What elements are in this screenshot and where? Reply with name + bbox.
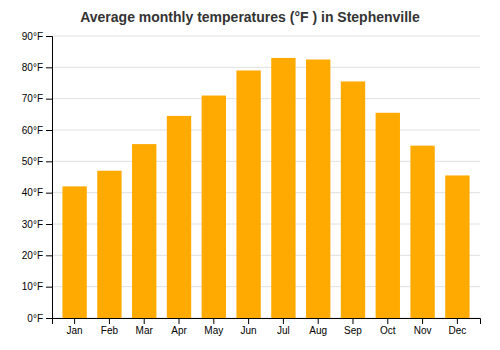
plot: 0°F 10°F 20°F 30°F 40°F 50°F 60°F 70°F 80°F 90°F J…	[22, 31, 481, 336]
tick-label: Apr	[171, 325, 187, 336]
y-tick: 0°F	[27, 313, 52, 324]
x-tick: Dec	[448, 318, 466, 336]
bar	[410, 146, 434, 318]
tick-label: 10°F	[22, 281, 43, 292]
bar	[306, 60, 330, 319]
tick-label: Oct	[380, 325, 396, 336]
tick-mark	[46, 99, 52, 100]
grid-line	[52, 98, 480, 99]
tick-mark	[144, 318, 145, 324]
tick-label: 70°F	[22, 93, 43, 104]
tick-label: Feb	[101, 325, 119, 336]
tick-label: Aug	[309, 325, 327, 336]
tick-label: 60°F	[22, 125, 43, 136]
tick-mark	[179, 318, 180, 324]
grid-line	[52, 130, 480, 131]
x-tick: Apr	[171, 318, 187, 336]
tick-mark	[46, 255, 52, 256]
y-tick: 10°F	[22, 281, 52, 292]
chart: 0°F 10°F 20°F 30°F 40°F 50°F 60°F 70°F 80°F 90°F J…	[0, 0, 500, 350]
tick-mark	[46, 36, 52, 37]
tick-mark	[46, 130, 52, 131]
tick-mark	[46, 287, 52, 288]
title: Average monthly temperatures (°F ) in St…	[80, 9, 420, 25]
x-tick: Sep	[344, 318, 362, 336]
grid-line	[52, 67, 480, 68]
x-tick: Jul	[277, 318, 290, 336]
x-tick: Jun	[241, 318, 257, 336]
bar	[132, 144, 156, 318]
x-tick: Mar	[136, 318, 154, 336]
bar	[445, 175, 469, 318]
x-tick: Aug	[309, 318, 327, 336]
tick-label: Mar	[136, 325, 154, 336]
tick-mark	[422, 318, 423, 324]
axis-line	[53, 319, 481, 325]
tick-mark	[46, 67, 52, 68]
tick-label: Jun	[241, 325, 257, 336]
x-tick: Nov	[414, 318, 432, 336]
bar	[376, 113, 400, 318]
tick-label: 20°F	[22, 250, 43, 261]
tick-label: 80°F	[22, 62, 43, 73]
tick-label: 40°F	[22, 187, 43, 198]
axis-line	[46, 37, 53, 319]
x-tick: Feb	[101, 318, 119, 336]
bars	[62, 58, 469, 318]
tick-mark	[109, 318, 110, 324]
tick-mark	[283, 318, 284, 324]
tick-mark	[74, 318, 75, 324]
y-tick: 80°F	[22, 62, 52, 73]
tick-mark	[318, 318, 319, 324]
y-tick: 90°F	[22, 31, 52, 42]
tick-mark	[46, 193, 52, 194]
y-tick: 40°F	[22, 187, 52, 198]
bar	[167, 116, 191, 318]
x-tick: Jan	[67, 318, 83, 336]
bar	[202, 96, 226, 318]
tick-label: Dec	[448, 325, 466, 336]
y-axis: 0°F 10°F 20°F 30°F 40°F 50°F 60°F 70°F 80°F 90°F	[22, 31, 53, 324]
tick-mark	[387, 318, 388, 324]
bar	[271, 58, 295, 318]
tick-label: 50°F	[22, 156, 43, 167]
tick-mark	[46, 224, 52, 225]
tick-label: Jul	[277, 325, 290, 336]
bar	[341, 81, 365, 318]
tick-label: May	[204, 325, 223, 336]
tick-label: Jan	[67, 325, 83, 336]
tick-label: Sep	[344, 325, 362, 336]
y-tick: 70°F	[22, 93, 52, 104]
tick-mark	[46, 318, 52, 319]
tick-mark	[248, 318, 249, 324]
x-axis: Jan Feb Mar Apr May Jun Jul Aug Sep Oct Nov Dec	[53, 318, 481, 336]
tick-label: 90°F	[22, 31, 43, 42]
tick-mark	[46, 161, 52, 162]
y-tick: 50°F	[22, 156, 52, 167]
y-tick: 30°F	[22, 219, 52, 230]
tick-label: 0°F	[27, 313, 43, 324]
tick-mark	[352, 318, 353, 324]
tick-label: Nov	[414, 325, 432, 336]
tick-label: 30°F	[22, 219, 43, 230]
x-tick: May	[204, 318, 223, 336]
y-tick: 20°F	[22, 250, 52, 261]
bar	[236, 70, 260, 318]
bar	[97, 171, 121, 318]
y-tick: 60°F	[22, 125, 52, 136]
tick-mark	[213, 318, 214, 324]
grid	[52, 36, 480, 318]
bar	[62, 186, 86, 318]
tick-mark	[457, 318, 458, 324]
x-tick: Oct	[380, 318, 396, 336]
grid-line	[52, 36, 480, 37]
